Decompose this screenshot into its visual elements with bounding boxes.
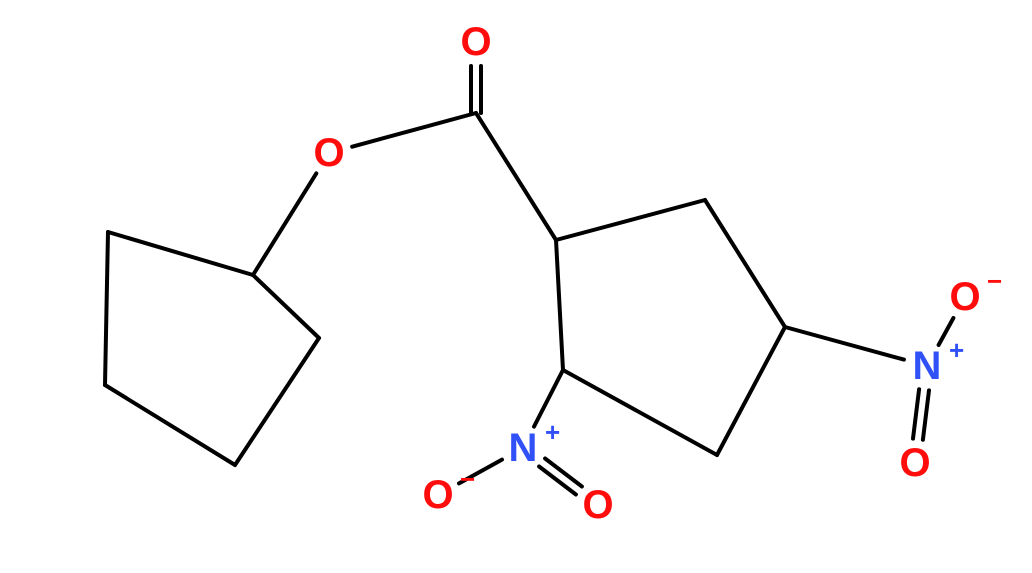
- svg-text:O: O: [313, 131, 344, 175]
- svg-text:−: −: [460, 464, 475, 494]
- chemical-structure-diagram: OON+OO−N+O−O: [0, 0, 1032, 573]
- svg-text:O: O: [422, 473, 453, 517]
- svg-text:N: N: [509, 426, 538, 470]
- svg-text:O: O: [582, 483, 613, 527]
- svg-text:O: O: [460, 20, 491, 64]
- atom-label: O: [460, 20, 491, 64]
- svg-text:O: O: [899, 441, 930, 485]
- svg-text:O: O: [949, 275, 980, 319]
- svg-text:+: +: [949, 335, 964, 365]
- svg-text:N: N: [913, 344, 942, 388]
- svg-text:+: +: [545, 417, 560, 447]
- atom-label: O: [313, 131, 344, 175]
- atom-label: O: [899, 441, 930, 485]
- svg-text:−: −: [987, 266, 1002, 296]
- atom-label: O: [582, 483, 613, 527]
